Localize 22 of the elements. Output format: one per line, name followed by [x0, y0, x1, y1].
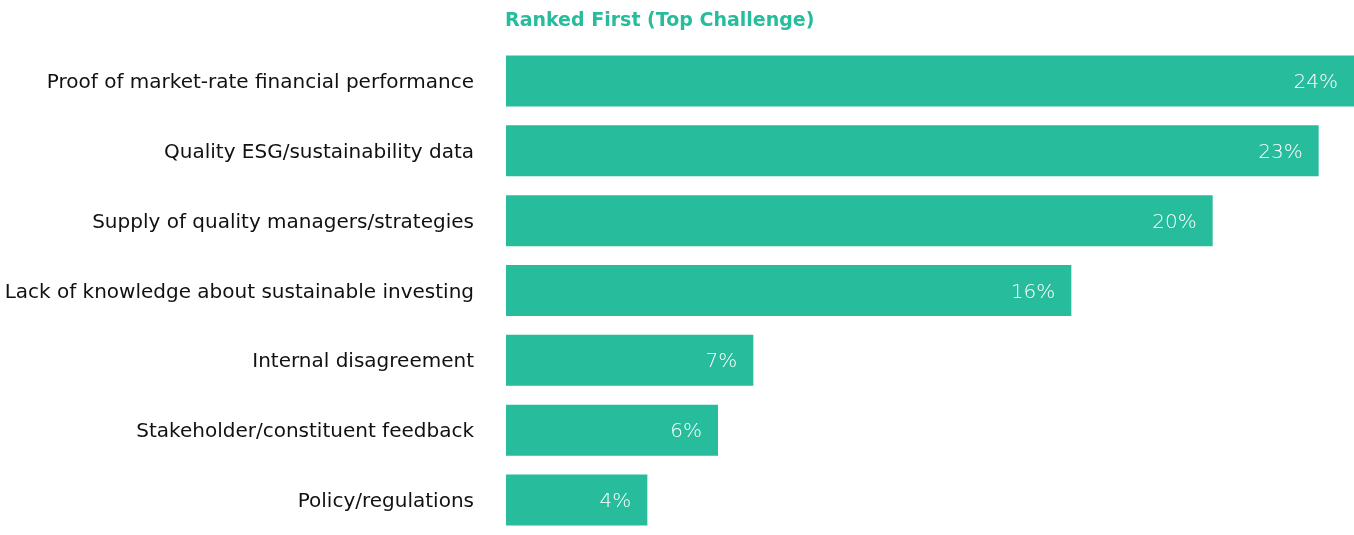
data-label: 4%: [599, 488, 632, 513]
data-label: 24%: [1293, 68, 1338, 93]
bar: [506, 265, 1072, 316]
y-tick-label: Proof of market-rate financial performance: [46, 68, 474, 93]
y-tick-label: Quality ESG/sustainability data: [164, 138, 474, 163]
y-tick-label: Internal disagreement: [252, 348, 475, 373]
bar: [506, 474, 648, 526]
bar: [506, 404, 718, 456]
data-label: 20%: [1152, 208, 1197, 233]
y-tick-label: Supply of quality managers/strategies: [92, 208, 474, 233]
y-tick-label: Lack of knowledge about sustainable investing: [4, 278, 474, 303]
data-label: 16%: [1010, 278, 1056, 303]
bar: [506, 125, 1319, 177]
data-label: 23%: [1258, 138, 1303, 163]
chart-title: Ranked First (Top Challenge): [505, 7, 815, 30]
bar: [506, 55, 1354, 107]
data-label: 6%: [670, 418, 702, 443]
y-tick-label: Stakeholder/constituent feedback: [136, 418, 475, 443]
y-tick-label: Policy/regulations: [297, 488, 474, 513]
bar: [506, 334, 754, 386]
data-label: 7%: [705, 348, 738, 373]
bar: [506, 195, 1213, 247]
